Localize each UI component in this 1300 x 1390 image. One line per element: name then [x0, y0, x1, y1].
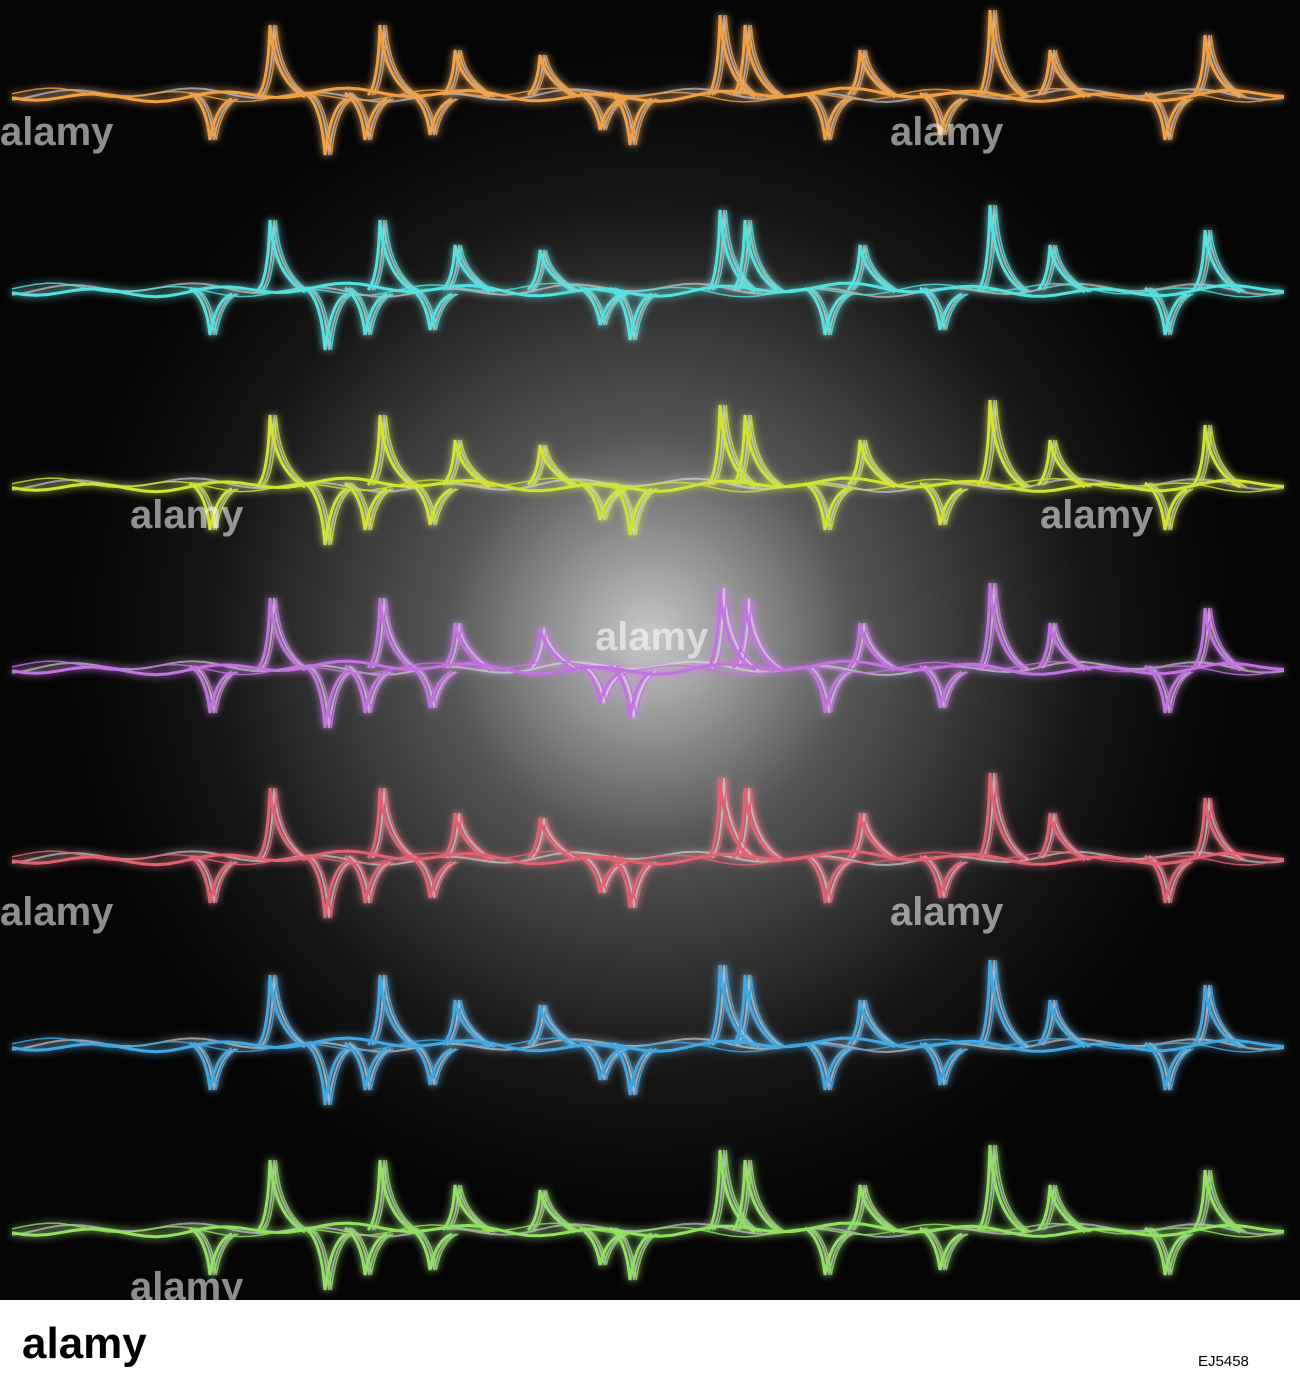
waveform [11, 9, 1285, 156]
waveform-line [11, 204, 1285, 351]
watermark: alamy [890, 110, 1004, 154]
image-id: EJ5458 [1198, 1353, 1249, 1370]
waveform [11, 959, 1285, 1106]
watermark: alamy [0, 890, 114, 934]
watermark: alamy [130, 493, 244, 537]
waveform-line [11, 1144, 1285, 1291]
waveform-line [11, 9, 1285, 156]
waveform [11, 582, 1285, 729]
waveform-line [11, 399, 1285, 546]
footer-logo: alamy [22, 1319, 147, 1368]
waveform [11, 772, 1285, 919]
waveform-line [11, 772, 1285, 919]
waveform-line [11, 582, 1285, 729]
waveform-line [11, 959, 1285, 1106]
waveform-line [11, 582, 1285, 729]
waveforms [11, 9, 1285, 1291]
waveform [11, 399, 1285, 546]
footer-bar [0, 1300, 1300, 1390]
waveform-line [11, 204, 1285, 351]
waveform [11, 1144, 1285, 1291]
background [0, 0, 1300, 1300]
watermark: alamy [0, 110, 114, 154]
waveform-line [11, 399, 1285, 546]
waveform-line [11, 772, 1285, 919]
watermark: alamy [890, 890, 1004, 934]
watermark: alamy [595, 615, 709, 659]
watermark: alamy [1040, 493, 1154, 537]
waveform [11, 204, 1285, 351]
waveform-line [11, 1144, 1285, 1291]
waveform-line [11, 9, 1285, 156]
waveform-line [11, 959, 1285, 1106]
